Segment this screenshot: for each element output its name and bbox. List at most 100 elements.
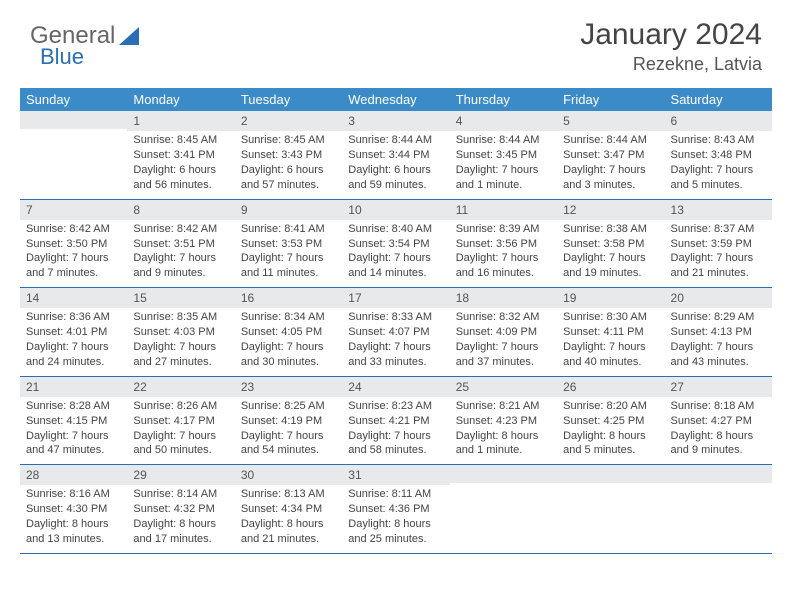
day-number: 30 <box>235 465 342 485</box>
day-sr: Sunrise: 8:33 AM <box>348 310 443 325</box>
day-cell: 31Sunrise: 8:11 AMSunset: 4:36 PMDayligh… <box>342 465 449 553</box>
day-cell: 14Sunrise: 8:36 AMSunset: 4:01 PMDayligh… <box>20 288 127 376</box>
day-dl: Daylight: 7 hours and 30 minutes. <box>241 340 336 370</box>
day-ss: Sunset: 4:23 PM <box>456 414 551 429</box>
day-number: 6 <box>665 111 772 131</box>
dow-thu: Thursday <box>450 88 557 111</box>
day-sr: Sunrise: 8:14 AM <box>133 487 228 502</box>
day-cell: 2Sunrise: 8:45 AMSunset: 3:43 PMDaylight… <box>235 111 342 199</box>
day-cell: 20Sunrise: 8:29 AMSunset: 4:13 PMDayligh… <box>665 288 772 376</box>
day-dl: Daylight: 7 hours and 37 minutes. <box>456 340 551 370</box>
day-sr: Sunrise: 8:34 AM <box>241 310 336 325</box>
day-ss: Sunset: 3:47 PM <box>563 148 658 163</box>
day-info: Sunrise: 8:44 AMSunset: 3:47 PMDaylight:… <box>557 131 664 198</box>
day-number: 24 <box>342 377 449 397</box>
dow-sun: Sunday <box>20 88 127 111</box>
day-dl: Daylight: 6 hours and 57 minutes. <box>241 163 336 193</box>
day-info: Sunrise: 8:40 AMSunset: 3:54 PMDaylight:… <box>342 220 449 287</box>
day-cell: 17Sunrise: 8:33 AMSunset: 4:07 PMDayligh… <box>342 288 449 376</box>
day-dl: Daylight: 6 hours and 59 minutes. <box>348 163 443 193</box>
day-info <box>450 483 557 539</box>
day-sr: Sunrise: 8:29 AM <box>671 310 766 325</box>
day-ss: Sunset: 3:51 PM <box>133 237 228 252</box>
day-number: 10 <box>342 200 449 220</box>
day-number: 2 <box>235 111 342 131</box>
location-label: Rezekne, Latvia <box>580 54 762 75</box>
day-number: 12 <box>557 200 664 220</box>
day-info <box>20 129 127 185</box>
day-ss: Sunset: 3:56 PM <box>456 237 551 252</box>
day-cell <box>557 465 664 553</box>
day-sr: Sunrise: 8:25 AM <box>241 399 336 414</box>
day-sr: Sunrise: 8:30 AM <box>563 310 658 325</box>
day-ss: Sunset: 4:03 PM <box>133 325 228 340</box>
day-ss: Sunset: 3:41 PM <box>133 148 228 163</box>
day-number: 16 <box>235 288 342 308</box>
day-dl: Daylight: 7 hours and 3 minutes. <box>563 163 658 193</box>
day-number: 21 <box>20 377 127 397</box>
day-info: Sunrise: 8:43 AMSunset: 3:48 PMDaylight:… <box>665 131 772 198</box>
day-cell: 13Sunrise: 8:37 AMSunset: 3:59 PMDayligh… <box>665 200 772 288</box>
day-info: Sunrise: 8:11 AMSunset: 4:36 PMDaylight:… <box>342 485 449 552</box>
day-info: Sunrise: 8:35 AMSunset: 4:03 PMDaylight:… <box>127 308 234 375</box>
day-info: Sunrise: 8:14 AMSunset: 4:32 PMDaylight:… <box>127 485 234 552</box>
day-dl: Daylight: 7 hours and 21 minutes. <box>671 251 766 281</box>
day-number: 13 <box>665 200 772 220</box>
day-dl: Daylight: 8 hours and 13 minutes. <box>26 517 121 547</box>
day-ss: Sunset: 4:17 PM <box>133 414 228 429</box>
dow-header-row: Sunday Monday Tuesday Wednesday Thursday… <box>20 88 772 111</box>
day-ss: Sunset: 4:32 PM <box>133 502 228 517</box>
day-ss: Sunset: 3:50 PM <box>26 237 121 252</box>
day-sr: Sunrise: 8:39 AM <box>456 222 551 237</box>
page-title: January 2024 <box>580 18 762 52</box>
day-ss: Sunset: 4:07 PM <box>348 325 443 340</box>
day-info: Sunrise: 8:18 AMSunset: 4:27 PMDaylight:… <box>665 397 772 464</box>
day-sr: Sunrise: 8:43 AM <box>671 133 766 148</box>
day-ss: Sunset: 3:44 PM <box>348 148 443 163</box>
day-number: 28 <box>20 465 127 485</box>
day-cell <box>450 465 557 553</box>
day-sr: Sunrise: 8:45 AM <box>133 133 228 148</box>
day-cell: 15Sunrise: 8:35 AMSunset: 4:03 PMDayligh… <box>127 288 234 376</box>
day-info: Sunrise: 8:23 AMSunset: 4:21 PMDaylight:… <box>342 397 449 464</box>
day-sr: Sunrise: 8:32 AM <box>456 310 551 325</box>
day-sr: Sunrise: 8:28 AM <box>26 399 121 414</box>
day-sr: Sunrise: 8:23 AM <box>348 399 443 414</box>
day-cell: 30Sunrise: 8:13 AMSunset: 4:34 PMDayligh… <box>235 465 342 553</box>
day-dl: Daylight: 7 hours and 33 minutes. <box>348 340 443 370</box>
week-row: 1Sunrise: 8:45 AMSunset: 3:41 PMDaylight… <box>20 111 772 200</box>
day-number <box>665 465 772 483</box>
day-number: 18 <box>450 288 557 308</box>
day-cell: 16Sunrise: 8:34 AMSunset: 4:05 PMDayligh… <box>235 288 342 376</box>
day-number: 23 <box>235 377 342 397</box>
day-cell: 11Sunrise: 8:39 AMSunset: 3:56 PMDayligh… <box>450 200 557 288</box>
day-sr: Sunrise: 8:18 AM <box>671 399 766 414</box>
day-ss: Sunset: 4:09 PM <box>456 325 551 340</box>
day-sr: Sunrise: 8:44 AM <box>456 133 551 148</box>
day-sr: Sunrise: 8:44 AM <box>348 133 443 148</box>
day-number <box>450 465 557 483</box>
day-cell: 7 Sunrise: 8:42 AMSunset: 3:50 PMDaylight… <box>20 200 127 288</box>
day-cell: 1Sunrise: 8:45 AMSunset: 3:41 PMDaylight… <box>127 111 234 199</box>
day-info: Sunrise: 8:44 AMSunset: 3:44 PMDaylight:… <box>342 131 449 198</box>
day-number: 19 <box>557 288 664 308</box>
day-dl: Daylight: 7 hours and 5 minutes. <box>671 163 766 193</box>
day-sr: Sunrise: 8:42 AM <box>26 222 121 237</box>
dow-sat: Saturday <box>665 88 772 111</box>
day-ss: Sunset: 3:58 PM <box>563 237 658 252</box>
day-ss: Sunset: 4:21 PM <box>348 414 443 429</box>
day-dl: Daylight: 7 hours and 7 minutes. <box>26 251 121 281</box>
day-sr: Sunrise: 8:21 AM <box>456 399 551 414</box>
day-info: Sunrise: 8:32 AMSunset: 4:09 PMDaylight:… <box>450 308 557 375</box>
day-cell: 3Sunrise: 8:44 AMSunset: 3:44 PMDaylight… <box>342 111 449 199</box>
day-sr: Sunrise: 8:42 AM <box>133 222 228 237</box>
day-dl: Daylight: 7 hours and 14 minutes. <box>348 251 443 281</box>
day-sr: Sunrise: 8:20 AM <box>563 399 658 414</box>
day-number: 26 <box>557 377 664 397</box>
day-number: 7 <box>20 200 127 220</box>
day-dl: Daylight: 8 hours and 1 minute. <box>456 429 551 459</box>
calendar-grid: Sunday Monday Tuesday Wednesday Thursday… <box>20 88 772 554</box>
day-number: 8 <box>127 200 234 220</box>
day-info: Sunrise: 8:34 AMSunset: 4:05 PMDaylight:… <box>235 308 342 375</box>
day-dl: Daylight: 7 hours and 16 minutes. <box>456 251 551 281</box>
